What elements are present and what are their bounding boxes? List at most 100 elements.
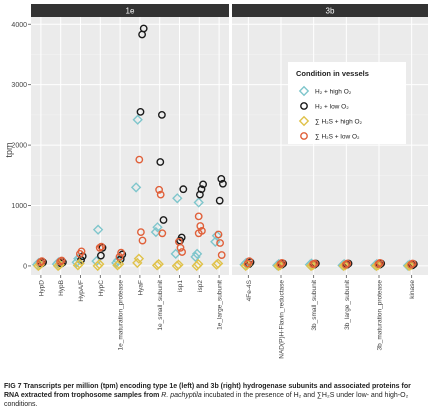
panel-1e: 1e HypD HypB HypA/F HypC 1e_maturation_protea… <box>31 4 229 350</box>
point-h2s_high <box>74 258 85 269</box>
figure: tpm 1e HypD HypB HypA/F HypC 1e_maturation_pr… <box>4 4 428 359</box>
point-h2s_low <box>194 212 203 221</box>
point-h2s_high <box>153 258 164 270</box>
legend-label-h2s_low: ∑ H₂S + low O₂ <box>315 134 360 141</box>
y-axis-label: tpm <box>4 142 14 157</box>
point-h2s_high <box>403 260 415 272</box>
point-h2s_low <box>408 259 417 268</box>
caption-lead: FIG 7 <box>4 383 22 390</box>
point-h2s_low <box>135 155 144 164</box>
legend-label-h2_low: H₂ + low O₂ <box>315 104 349 111</box>
x-tick-label: HypD <box>38 280 45 297</box>
panel-background <box>232 17 428 275</box>
point-h2s_low <box>176 243 185 252</box>
point-h2_high <box>152 222 163 233</box>
x-tick-label: isp1 <box>177 280 184 292</box>
strip-3b <box>232 4 428 17</box>
caption-rest: incubated in the presence of H₂ and ∑H₂S… <box>4 392 409 408</box>
point-h2s_low <box>216 239 225 247</box>
x-tick-label: 4Fe-4S <box>246 279 253 301</box>
point-h2s_high <box>94 258 105 270</box>
point-h2s_low <box>245 257 254 266</box>
x-tick-label: isp2 <box>197 280 204 292</box>
point-h2_low <box>139 24 148 33</box>
point-h2_low <box>218 179 227 188</box>
x-tick-label: 1e_small_subunit <box>157 280 164 331</box>
y-tick-label: 2000 <box>11 143 27 150</box>
point-h2s_low <box>155 185 164 194</box>
y-tick-label: 1000 <box>11 203 27 210</box>
point-h2s_low <box>374 260 383 269</box>
point-h2_high <box>190 251 201 263</box>
x-tick-label: 3b_small_subunit <box>311 280 318 331</box>
figure-caption: FIG 7 Transcripts per million (tpm) enco… <box>4 382 426 409</box>
point-h2s_low <box>194 229 203 238</box>
legend-label-h2s_high: ∑ H₂S + high O₂ <box>315 119 363 126</box>
x-tick-label: 1e_maturation_protease <box>118 280 125 351</box>
point-h2_low <box>157 110 166 119</box>
point-h2s_low <box>77 247 86 256</box>
caption-species: R. pachyptila <box>161 392 202 399</box>
point-h2s_low <box>57 256 66 265</box>
point-h2s_low <box>343 259 352 268</box>
point-h2s_low <box>36 258 45 267</box>
legend-title: Condition in vessels <box>296 69 369 78</box>
point-h2s_high <box>273 260 284 272</box>
legend-box <box>288 62 406 144</box>
point-h2s_low <box>56 257 64 266</box>
point-h2_low <box>217 175 226 183</box>
caption-title: Transcripts per million (tpm) encoding t… <box>4 383 411 399</box>
point-h2_high <box>132 114 143 125</box>
point-h2s_low <box>214 230 223 239</box>
strip-label-3b: 3b <box>326 7 335 16</box>
strip-label-1e: 1e <box>126 7 135 16</box>
point-h2s_low <box>310 259 319 268</box>
legend: Condition in vessels H₂ + high O₂ H₂ + low… <box>288 62 406 144</box>
point-h2_low <box>156 158 165 166</box>
point-h2_high <box>193 197 204 208</box>
point-h2s_low <box>95 243 104 252</box>
point-h2_low <box>98 243 107 252</box>
point-h2s_low <box>341 260 350 269</box>
point-h2s_low <box>38 257 46 266</box>
point-h2_low <box>197 185 206 194</box>
x-tick-label: NAD(P)H-Flavin_reductase <box>279 280 286 359</box>
x-tick-label: 3b_maturation_protease <box>377 280 384 351</box>
y-tick-label: 0 <box>23 263 27 270</box>
point-h2_low <box>136 107 145 116</box>
x-tick-label: kinase <box>409 280 416 299</box>
x-tick-label: 3b_large_subunit <box>344 280 351 330</box>
x-tick-label: 1e_large_subunit <box>217 280 224 330</box>
x-tick-label: HyaF <box>137 280 144 296</box>
point-h2_low <box>159 216 168 224</box>
point-h2s_high <box>133 253 145 264</box>
x-tick-label: HypB <box>58 280 65 296</box>
point-h2_high <box>130 182 142 193</box>
point-h2_low <box>179 185 188 194</box>
point-h2_high <box>92 224 104 235</box>
legend-key-h2_high <box>298 85 310 97</box>
point-h2s_high <box>113 258 125 270</box>
point-h2_low <box>215 196 224 205</box>
point-h2s_high <box>371 260 382 272</box>
point-h2_low <box>199 180 208 189</box>
point-h2s_low <box>158 229 167 238</box>
point-h2_high <box>172 193 183 204</box>
point-h2s_low <box>136 228 145 237</box>
point-h2s_high <box>173 259 184 270</box>
x-tick-label: HypC <box>98 280 105 297</box>
point-h2s_low <box>276 260 285 269</box>
y-tick-label: 3000 <box>11 82 27 89</box>
point-h2s_low <box>217 251 226 259</box>
point-h2_high <box>112 255 124 266</box>
point-h2s_low <box>278 259 286 267</box>
point-h2s_high <box>305 260 317 272</box>
point-h2s_low <box>196 222 205 230</box>
x-tick-label: HypA/F <box>78 280 85 302</box>
y-axis: 0 1000 2000 3000 4000 <box>11 22 31 270</box>
point-h2_low <box>97 251 105 260</box>
panel-3b: 3b 4Fe-4S NAD(P)H-Flavin_reductase 3b_small… <box>232 4 428 359</box>
point-h2s_low <box>97 242 106 251</box>
point-h2_high <box>211 230 223 241</box>
point-h2s_high <box>212 258 224 269</box>
